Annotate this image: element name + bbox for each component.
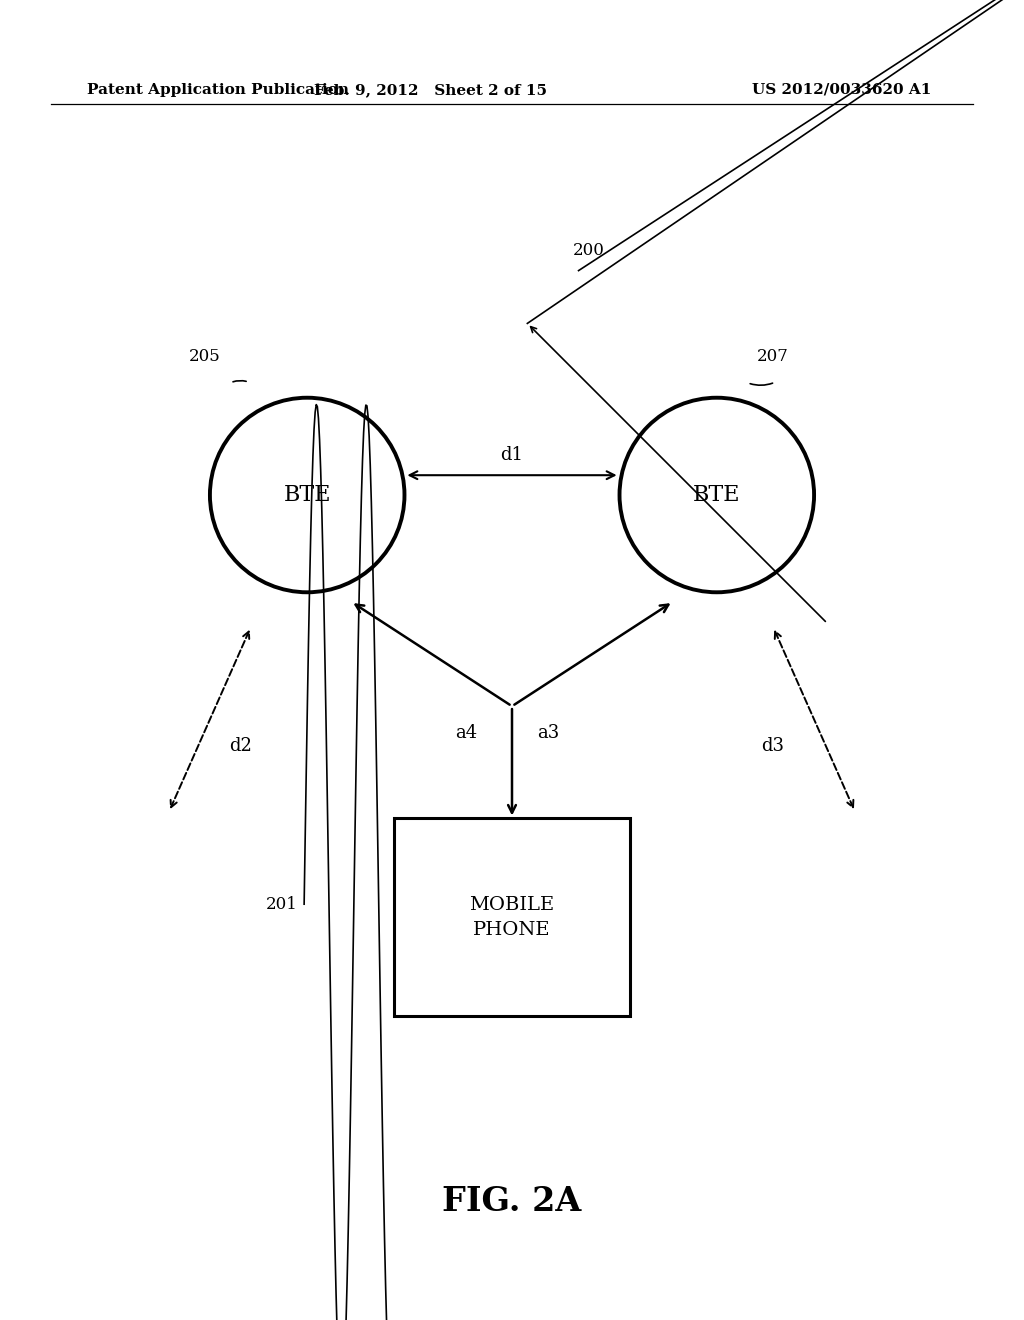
Text: BTE: BTE bbox=[284, 484, 331, 506]
Text: d3: d3 bbox=[762, 737, 784, 755]
Text: FIG. 2A: FIG. 2A bbox=[442, 1185, 582, 1217]
Text: Patent Application Publication: Patent Application Publication bbox=[87, 83, 349, 96]
Text: BTE: BTE bbox=[693, 484, 740, 506]
Text: Feb. 9, 2012   Sheet 2 of 15: Feb. 9, 2012 Sheet 2 of 15 bbox=[313, 83, 547, 96]
Text: US 2012/0033620 A1: US 2012/0033620 A1 bbox=[753, 83, 932, 96]
Ellipse shape bbox=[210, 397, 404, 593]
Text: MOBILE
PHONE: MOBILE PHONE bbox=[469, 896, 555, 939]
Text: a4: a4 bbox=[455, 723, 477, 742]
Text: 207: 207 bbox=[757, 348, 790, 364]
Text: d1: d1 bbox=[501, 446, 523, 465]
Bar bbox=[394, 818, 630, 1016]
Text: 201: 201 bbox=[265, 896, 298, 912]
Text: a3: a3 bbox=[537, 723, 559, 742]
Ellipse shape bbox=[620, 397, 814, 593]
Text: d2: d2 bbox=[229, 737, 252, 755]
Text: 205: 205 bbox=[188, 348, 221, 364]
Text: 200: 200 bbox=[572, 243, 605, 259]
